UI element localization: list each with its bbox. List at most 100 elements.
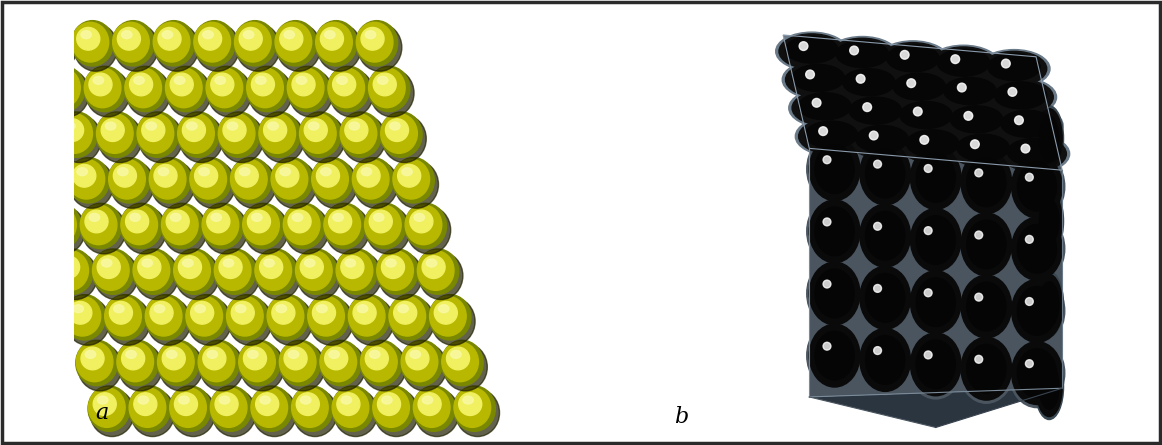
Ellipse shape [230,158,272,203]
Ellipse shape [347,295,389,340]
Ellipse shape [959,272,1014,341]
Ellipse shape [91,389,134,437]
Ellipse shape [166,210,189,233]
Ellipse shape [122,31,132,39]
Circle shape [975,231,983,239]
Ellipse shape [403,343,446,391]
Ellipse shape [1007,138,1060,166]
Ellipse shape [0,20,33,66]
Ellipse shape [1034,271,1063,337]
Ellipse shape [887,71,952,106]
Ellipse shape [982,51,1047,86]
Ellipse shape [242,203,284,249]
Ellipse shape [142,119,165,142]
Ellipse shape [127,69,171,117]
Ellipse shape [297,252,342,299]
Ellipse shape [274,20,316,66]
Ellipse shape [146,298,191,345]
Ellipse shape [368,68,406,108]
Ellipse shape [36,28,59,50]
Circle shape [1002,59,1010,68]
Circle shape [823,280,831,288]
Ellipse shape [426,259,437,267]
Ellipse shape [311,158,353,203]
Ellipse shape [246,66,288,112]
Polygon shape [809,148,1062,397]
Ellipse shape [177,112,218,158]
Ellipse shape [401,342,438,382]
Ellipse shape [418,393,442,416]
Ellipse shape [40,203,81,249]
Ellipse shape [51,249,93,294]
Ellipse shape [88,386,130,431]
Ellipse shape [309,298,353,345]
Ellipse shape [207,210,230,233]
Ellipse shape [842,95,908,130]
Ellipse shape [109,159,145,199]
Ellipse shape [41,31,51,39]
Ellipse shape [223,259,234,267]
Ellipse shape [236,305,246,313]
Ellipse shape [352,159,389,199]
Ellipse shape [388,295,430,340]
Ellipse shape [317,24,361,71]
Ellipse shape [899,128,966,162]
Ellipse shape [846,121,918,160]
Ellipse shape [155,24,199,71]
Ellipse shape [880,43,946,77]
Circle shape [874,222,882,230]
Ellipse shape [267,296,303,336]
Ellipse shape [842,69,895,96]
Ellipse shape [894,73,946,100]
Ellipse shape [815,269,854,318]
Ellipse shape [328,66,370,112]
Ellipse shape [12,77,22,85]
Ellipse shape [85,68,121,108]
Ellipse shape [162,205,199,245]
Ellipse shape [77,168,87,176]
Ellipse shape [1037,191,1062,251]
Ellipse shape [73,165,95,187]
Ellipse shape [195,24,239,71]
Ellipse shape [94,252,138,299]
Ellipse shape [806,259,862,328]
Ellipse shape [397,165,421,187]
Ellipse shape [266,295,308,340]
Ellipse shape [1012,217,1062,280]
Ellipse shape [333,389,378,437]
Ellipse shape [988,53,1040,81]
Ellipse shape [251,388,287,427]
Ellipse shape [285,206,329,254]
Circle shape [924,351,932,359]
Ellipse shape [855,125,908,153]
Ellipse shape [321,168,331,176]
Ellipse shape [248,210,271,233]
Ellipse shape [182,119,206,142]
Ellipse shape [80,203,122,249]
Ellipse shape [171,214,181,221]
Ellipse shape [64,296,101,336]
Ellipse shape [109,301,132,324]
Ellipse shape [57,256,80,279]
Ellipse shape [300,113,336,154]
Ellipse shape [866,336,905,384]
Ellipse shape [178,113,214,154]
Ellipse shape [158,342,194,382]
Ellipse shape [199,342,235,382]
Ellipse shape [393,158,435,203]
Ellipse shape [376,251,414,291]
Ellipse shape [410,210,433,233]
Ellipse shape [809,200,860,263]
Ellipse shape [883,69,955,108]
Ellipse shape [2,66,44,112]
Ellipse shape [27,158,69,203]
Ellipse shape [112,20,155,66]
Ellipse shape [849,123,914,158]
Ellipse shape [340,256,364,279]
Circle shape [799,42,808,50]
Ellipse shape [296,393,320,416]
Ellipse shape [342,396,352,404]
Ellipse shape [260,115,304,162]
Ellipse shape [163,347,185,370]
Ellipse shape [238,342,275,382]
